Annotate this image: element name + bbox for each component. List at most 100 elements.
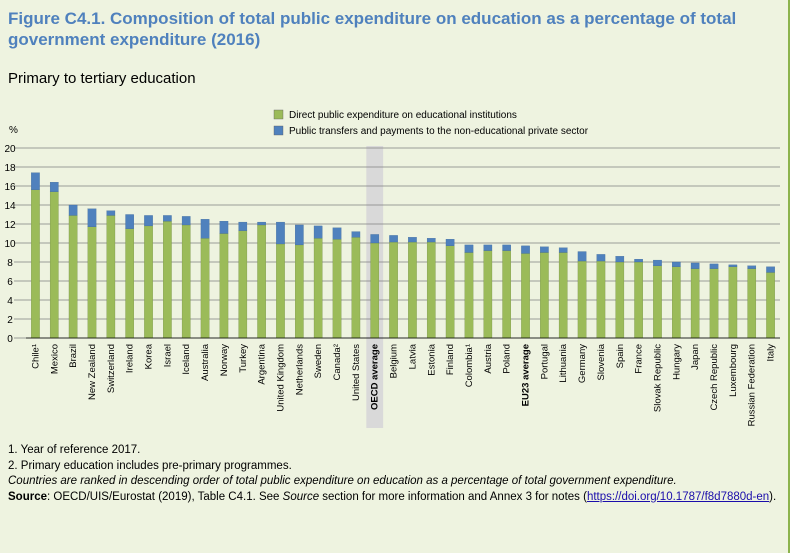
bar-direct	[276, 243, 285, 339]
bar-direct	[181, 224, 191, 339]
bar-transfers	[521, 245, 530, 254]
bar-direct	[615, 261, 625, 339]
x-tick-label: Russian Federation	[747, 344, 758, 426]
figure-title: Figure C4.1. Composition of total public…	[8, 9, 737, 49]
bar-transfers	[31, 172, 40, 190]
bar-transfers	[502, 244, 511, 251]
bar-transfers	[690, 262, 700, 269]
bar-transfers	[68, 204, 78, 216]
bar-direct	[540, 252, 549, 339]
bar-direct	[690, 268, 700, 339]
x-tick-label: Chile¹	[30, 344, 41, 369]
bar-direct	[87, 226, 97, 339]
x-tick-label: OECD average	[370, 344, 381, 410]
figure-notes: 1. Year of reference 2017. 2. Primary ed…	[8, 443, 783, 505]
x-tick-label: Israel	[162, 344, 173, 367]
x-tick-label: Colombia¹	[464, 344, 475, 387]
bar-direct	[728, 266, 738, 339]
bar-transfers	[596, 254, 606, 262]
chart-legend: Direct public expenditure on educational…	[273, 109, 589, 137]
x-tick-label: France	[634, 344, 645, 374]
y-tick-label: 16	[4, 182, 16, 193]
bar-direct	[408, 241, 417, 339]
bar-direct	[144, 225, 153, 339]
x-tick-label: Portugal	[539, 344, 550, 379]
x-tick-label: Mexico	[49, 344, 60, 374]
bar-transfers	[219, 221, 229, 234]
bar-transfers	[426, 238, 436, 243]
bar-direct	[653, 265, 662, 339]
bar-direct	[747, 268, 757, 339]
bar-transfers	[181, 216, 191, 226]
x-tick-label: Germany	[577, 344, 588, 383]
bar-transfers	[558, 247, 568, 253]
bar-transfers	[295, 224, 304, 246]
bar-transfers	[389, 235, 398, 243]
bar-transfers	[766, 266, 775, 273]
legend-label: Public transfers and payments to the non…	[289, 126, 589, 137]
note-1: 1. Year of reference 2017.	[8, 444, 141, 456]
x-tick-label: Korea	[144, 343, 155, 369]
bar-direct	[426, 241, 436, 339]
legend-swatch	[273, 125, 284, 136]
bar-direct	[68, 215, 78, 339]
bar-transfers	[709, 263, 719, 269]
x-tick-label: New Zealand	[87, 344, 98, 400]
bar-transfers	[408, 237, 417, 243]
bar-transfers	[370, 234, 380, 244]
bar-direct	[370, 242, 380, 339]
bar-direct	[332, 239, 342, 339]
bar-direct	[313, 238, 323, 339]
y-tick-label: 12	[4, 220, 16, 231]
y-tick-label: 20	[4, 144, 16, 155]
x-tick-label: Finland	[445, 344, 456, 375]
source-link[interactable]: https://doi.org/10.1787/f8d7880d-en	[586, 490, 770, 503]
bar-transfers	[163, 215, 172, 222]
x-tick-label: Czech Republic	[709, 344, 720, 411]
x-tick-label: Latvia	[407, 343, 418, 369]
x-tick-label: Canada²	[332, 344, 343, 380]
y-tick-label: 0	[7, 334, 13, 345]
bar-direct	[709, 268, 719, 339]
x-tick-label: Ireland	[125, 344, 136, 373]
x-tick-label: Luxembourg	[728, 344, 739, 397]
bar-direct	[596, 260, 606, 339]
bar-transfers	[615, 256, 625, 263]
bar-direct	[295, 244, 304, 339]
x-tick-label: Hungary	[671, 344, 682, 380]
bar-direct	[558, 252, 568, 339]
bar-direct	[351, 237, 361, 339]
y-tick-label: 8	[7, 258, 13, 269]
bar-direct	[163, 221, 172, 339]
x-tick-label: Sweden	[313, 344, 324, 378]
bar-transfers	[634, 258, 643, 263]
bar-transfers	[49, 182, 59, 192]
bar-transfers	[332, 227, 342, 240]
bar-transfers	[351, 231, 361, 238]
ranking-note: Countries are ranked in descending order…	[8, 475, 677, 487]
bar-transfers	[87, 208, 97, 228]
x-tick-label: Argentina	[257, 343, 268, 384]
note-2: 2. Primary education includes pre-primar…	[8, 459, 292, 472]
bar-transfers	[313, 225, 323, 239]
bar-direct	[502, 250, 511, 339]
bar-direct	[257, 224, 266, 339]
bar-transfers	[144, 215, 153, 227]
x-tick-label: Slovak Republic	[652, 344, 663, 412]
bar-direct	[106, 215, 116, 339]
bar-direct	[200, 238, 210, 339]
legend-label: Direct public expenditure on educational…	[289, 110, 517, 121]
y-tick-label: 18	[4, 163, 16, 174]
bar-transfers	[747, 265, 757, 269]
bar-direct	[445, 245, 455, 339]
bar-direct	[483, 250, 493, 339]
bar-direct	[31, 189, 40, 339]
bar-transfers	[540, 246, 549, 253]
bar-direct	[464, 252, 474, 339]
bar-direct	[766, 272, 775, 339]
x-tick-label: Belgium	[389, 344, 400, 378]
bar-transfers	[445, 239, 455, 246]
x-tick-label: Australia	[200, 343, 211, 381]
y-tick-label: 10	[4, 239, 16, 250]
x-tick-label: Switzerland	[106, 344, 117, 393]
